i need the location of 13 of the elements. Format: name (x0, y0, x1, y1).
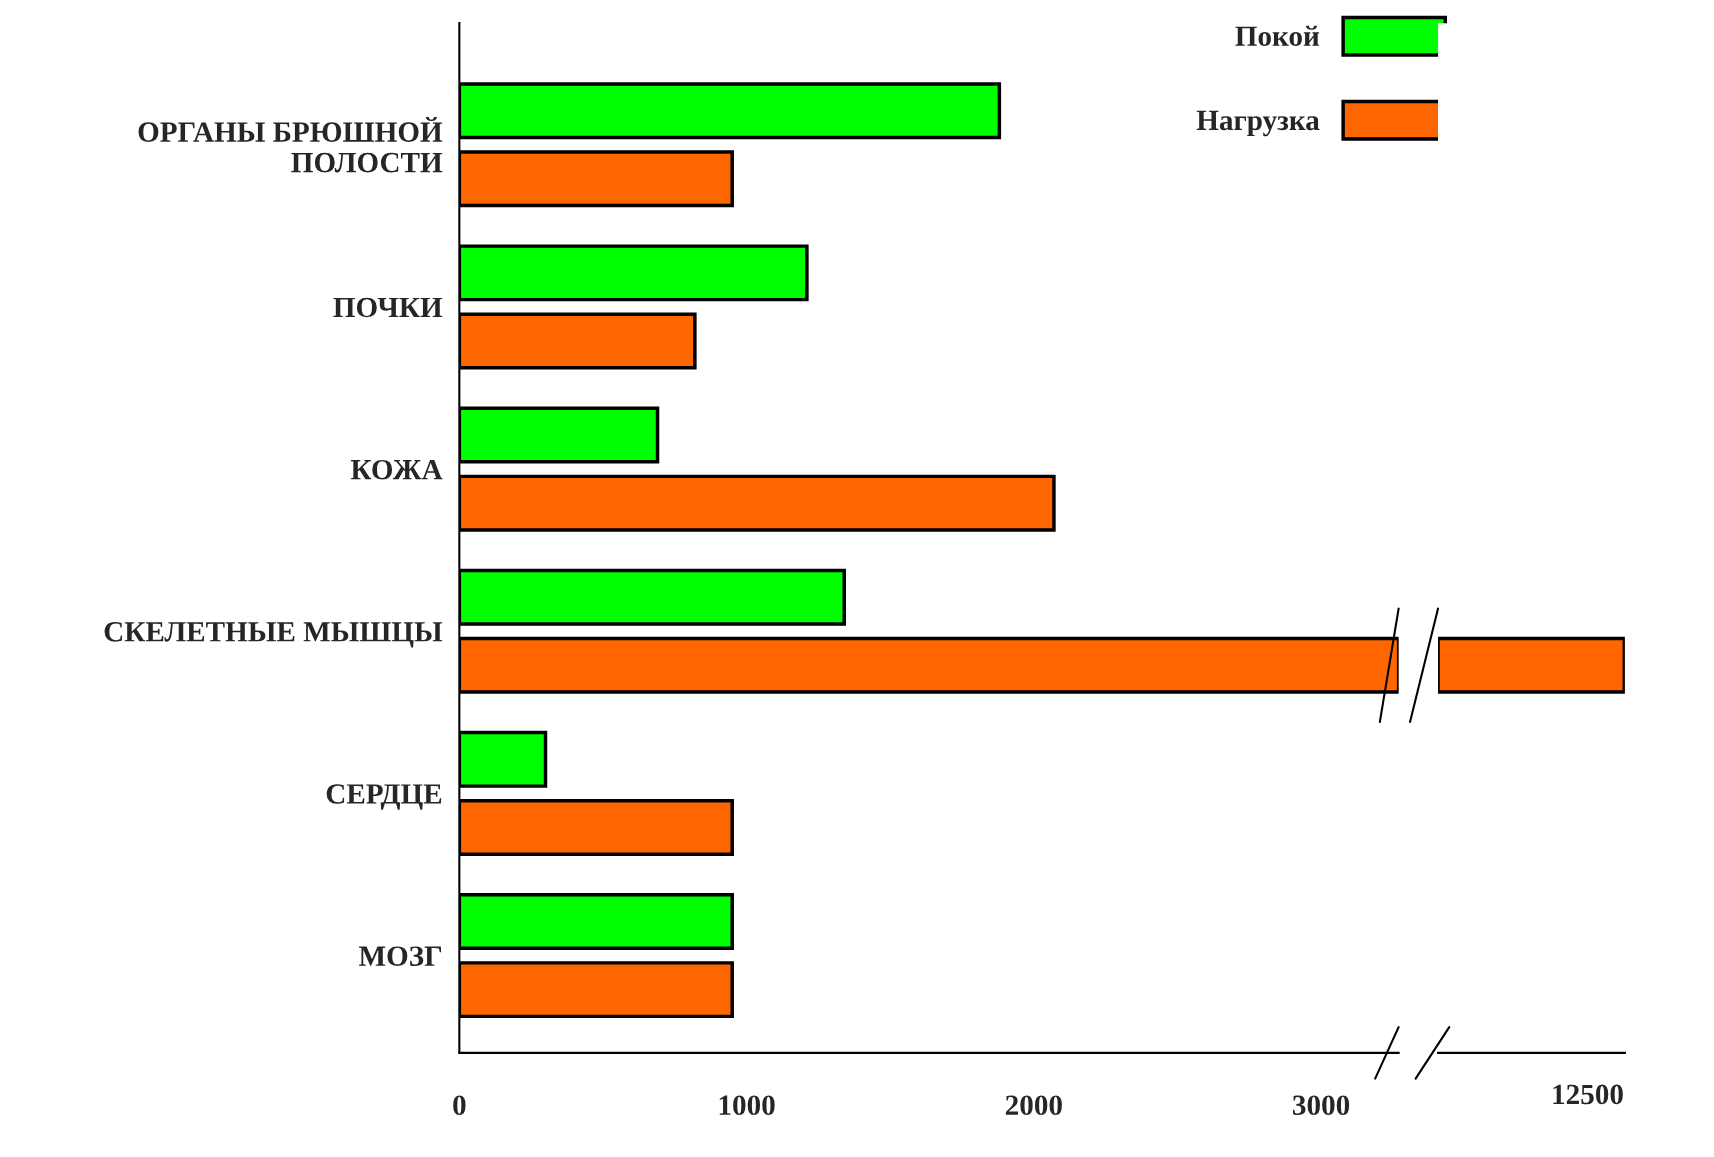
y-tick-label: ОРГАНЫ БРЮШНОЙ ПОЛОСТИ (138, 116, 443, 173)
y-tick-label: МОЗГ (359, 946, 442, 966)
legend-label: Нагрузка (1196, 110, 1320, 137)
y-tick-label: КОЖА (350, 459, 443, 480)
x-tick-label: 1000 (719, 1095, 775, 1116)
x-tick-label: 0 (453, 1095, 466, 1116)
legend-label: Покой (1235, 25, 1320, 47)
y-tick-label: СКЕЛЕТНЫЕ МЫШЦЫ (104, 622, 443, 648)
x-tick-label: 3000 (1293, 1095, 1350, 1116)
x-tick-label: 2000 (1005, 1095, 1062, 1116)
y-tick-label: ПОЧКИ (333, 297, 443, 318)
y-tick-label: СЕРДЦЕ (326, 784, 442, 810)
text: 12500 (1553, 1084, 1623, 1105)
